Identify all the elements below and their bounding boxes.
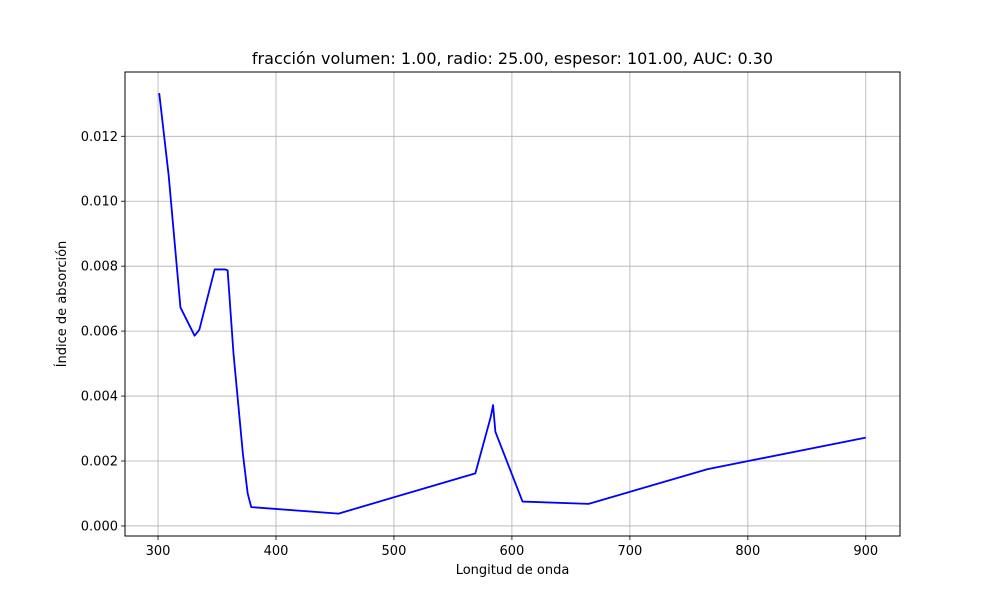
x-axis-label: Longitud de onda: [456, 563, 570, 578]
y-tick-label: 0.008: [81, 260, 118, 275]
y-axis-label: Índice de absorción: [54, 241, 70, 368]
y-tick-label: 0.006: [81, 325, 118, 340]
y-tick-label: 0.004: [81, 390, 118, 405]
y-tick-label: 0.002: [81, 454, 118, 469]
x-tick-label: 500: [382, 544, 407, 559]
chart-title: fracción volumen: 1.00, radio: 25.00, es…: [252, 49, 773, 68]
x-tick-label: 800: [735, 544, 760, 559]
series-line: [158, 93, 866, 515]
series-layer: [158, 93, 866, 515]
y-tick-label: 0.012: [81, 130, 118, 145]
y-tick-label: 0.010: [81, 195, 118, 210]
x-axis-ticks: 300 400 500 600 700 800 900: [146, 536, 878, 559]
x-tick-label: 600: [499, 544, 524, 559]
y-tick-label: 0.000: [81, 519, 118, 534]
grid-lines: [125, 72, 900, 536]
x-tick-label: 300: [146, 544, 171, 559]
x-tick-label: 900: [853, 544, 878, 559]
y-axis-ticks: 0.000 0.002 0.004 0.006 0.008 0.010 0.012: [81, 130, 125, 534]
plot-frame: [124, 71, 901, 537]
x-tick-label: 400: [264, 544, 289, 559]
x-tick-label: 700: [617, 544, 642, 559]
